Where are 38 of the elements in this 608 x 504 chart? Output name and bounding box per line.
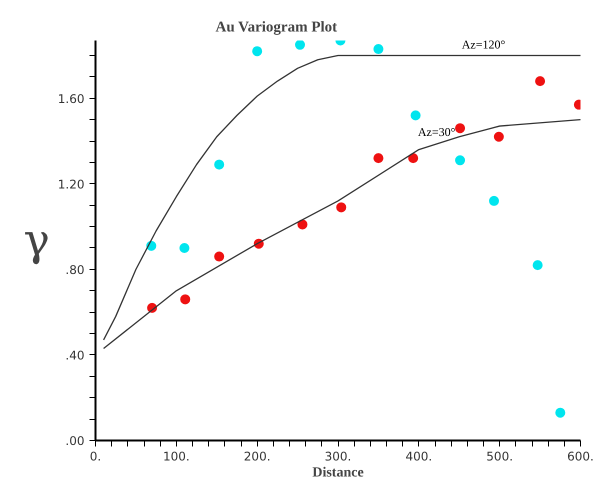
point — [180, 294, 190, 304]
chart-title: Au Variogram Plot — [216, 20, 338, 36]
line-series — [102, 118, 580, 350]
annotation: Az=120° — [462, 37, 506, 52]
point — [295, 40, 306, 50]
y-tick-label: .80 — [65, 262, 85, 277]
point — [535, 76, 546, 86]
line-series — [102, 54, 580, 341]
y-tick-label: .40 — [65, 348, 85, 362]
point — [408, 153, 418, 164]
point — [455, 155, 466, 166]
point — [252, 46, 262, 56]
point — [410, 110, 421, 120]
point — [489, 196, 500, 206]
point — [555, 408, 566, 418]
point — [373, 153, 384, 164]
point — [373, 44, 384, 54]
y-tick-label: .00 — [65, 434, 85, 448]
point — [455, 123, 466, 134]
y-tick-label: 1.20 — [58, 177, 84, 192]
x-tick-label: 500. — [486, 450, 514, 464]
annotation: Az=30° — [418, 125, 456, 140]
point — [336, 202, 346, 212]
point — [297, 219, 308, 230]
point — [214, 252, 224, 262]
point — [214, 160, 224, 170]
x-tick-label: 400. — [405, 450, 432, 464]
point — [494, 132, 504, 142]
y-tick-label: 1.60 — [58, 92, 84, 106]
x-tick-label: 0. — [90, 450, 102, 464]
point — [179, 242, 190, 253]
point — [532, 260, 543, 270]
x-tick-label: 200. — [244, 450, 271, 464]
x-tick-label: 100. — [162, 450, 190, 464]
x-tick-label: 300. — [324, 450, 352, 464]
y-axis-title: γ — [23, 215, 50, 266]
x-tick-label: 600. — [567, 450, 594, 464]
x-axis-title: Distance — [312, 466, 364, 480]
